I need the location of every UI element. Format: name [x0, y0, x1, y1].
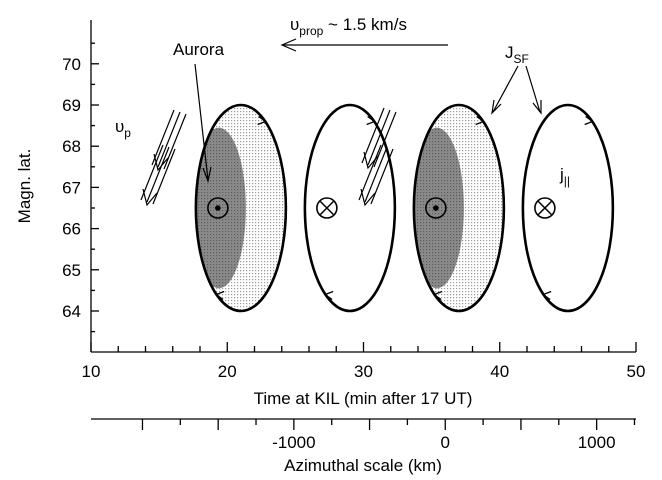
aurora-label: Aurora [173, 40, 225, 59]
azimuthal-tick-label: -1000 [272, 433, 315, 452]
circulation-arrow [323, 290, 334, 301]
vp-arrow-east [364, 146, 388, 203]
jsf-pointer-right-head [532, 100, 542, 115]
vp-arrow-east-head [363, 151, 379, 170]
x-tick-label: 10 [82, 362, 101, 381]
vp-arrow-east [361, 107, 385, 164]
current-out-dot [433, 205, 439, 211]
circulation-arrow [214, 290, 225, 301]
plasma-velocity-arrows [140, 107, 397, 207]
vp-text-main: υ [115, 117, 124, 136]
vp-arrow-east [367, 109, 391, 166]
current-cell [521, 103, 615, 313]
circulation-arrow [584, 115, 594, 126]
current-cell [412, 103, 506, 313]
current-loop [194, 103, 288, 313]
azimuthal-axis-title: Azimuthal scale (km) [284, 456, 442, 475]
current-loop [303, 103, 397, 313]
jsf-annotation: JSF [491, 43, 542, 115]
aurora-pointer [194, 63, 209, 181]
circulation-arrow [257, 115, 267, 126]
azimuthal-axis: -1000 0 1000 [91, 418, 636, 452]
y-tick-label: 64 [62, 302, 81, 321]
jsf-text-sub: SF [514, 52, 529, 66]
x-tick-label: 50 [627, 362, 646, 381]
circulation-arrow [475, 115, 485, 126]
circulation-arrow [541, 290, 552, 301]
current-loop [412, 103, 506, 313]
vp-arrow-west [140, 144, 164, 201]
azimuthal-tick-label: 0 [441, 433, 450, 452]
jsf-text-main: J [505, 43, 514, 62]
vp-arrow-west [152, 148, 176, 205]
azimuthal-tick-label: 1000 [578, 433, 616, 452]
current-loop [521, 103, 615, 313]
current-cell [194, 103, 288, 313]
vp-arrow-west-head [153, 153, 169, 172]
jsf-label: JSF [505, 43, 529, 66]
jpar-text-sub: || [564, 174, 570, 188]
vp-arrow-east-head [360, 188, 376, 207]
jsf-pointer-left [492, 65, 519, 113]
aurora-region [413, 105, 504, 311]
current-in-cross [319, 200, 334, 216]
vp-arrow-east [373, 111, 397, 168]
vp-arrow-east [370, 148, 394, 205]
x-axis-title: Time at KIL (min after 17 UT) [254, 389, 473, 408]
x-tick-label: 20 [218, 362, 237, 381]
vp-arrow-east [358, 144, 382, 201]
vp-text-sub: p [124, 126, 131, 140]
current-out-symbol [207, 197, 229, 219]
y-tick-label: 70 [62, 55, 81, 74]
y-tick-label: 67 [62, 178, 81, 197]
current-out-symbol [425, 197, 447, 219]
propagation-label: υprop ~ 1.5 km/s [290, 15, 407, 38]
jpar-text-main: j [559, 165, 564, 184]
vp-arrow-west [151, 109, 175, 166]
propagation-label-part: υ [290, 15, 299, 34]
y-tick-label: 69 [62, 96, 81, 115]
x-tick-label: 40 [490, 362, 509, 381]
propagation-annotation: υprop ~ 1.5 km/s [280, 15, 448, 52]
aurora-annotation: Aurora [173, 40, 225, 184]
x-tick-label: 30 [354, 362, 373, 381]
current-in-cross [537, 200, 552, 216]
jsf-pointer-right [525, 65, 541, 113]
current-cell [303, 103, 397, 313]
current-cells [194, 103, 615, 313]
vp-arrow-west [146, 146, 170, 203]
y-tick-label: 66 [62, 220, 81, 239]
vp-arrow-west-head [142, 188, 158, 207]
current-out-dot [215, 205, 221, 211]
vp-arrow-west [157, 111, 181, 168]
jsf-pointer-left-head [491, 99, 502, 115]
x-axis: 10 20 30 40 50 [82, 342, 646, 381]
y-tick-label: 65 [62, 261, 81, 280]
vp-arrow-west [163, 113, 187, 170]
y-tick-label: 68 [62, 137, 81, 156]
y-axis-title: Magn. lat. [15, 149, 34, 224]
propagation-arrowhead [280, 38, 297, 52]
circulation-arrow [366, 115, 376, 126]
aurora-pointer-head [202, 166, 212, 184]
plasma-velocity-label: υp [115, 117, 131, 140]
propagation-label-part: ~ 1.5 km/s [323, 15, 407, 34]
y-axis: 64 65 66 67 68 69 70 [62, 20, 99, 352]
propagation-label-part: prop [299, 24, 323, 38]
field-aligned-current-label: j|| [559, 165, 570, 188]
circulation-arrow [432, 290, 443, 301]
